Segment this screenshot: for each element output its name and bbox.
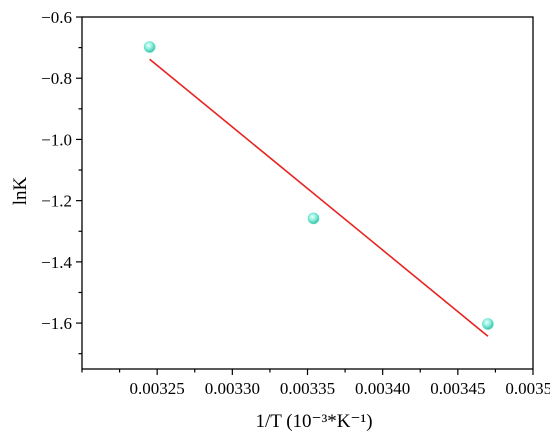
y-tick-label: −1.4 [41,253,72,272]
x-tick-label: 0.00330 [205,379,260,398]
x-tick-label: 0.00350 [505,379,550,398]
x-tick-label: 0.00335 [280,379,335,398]
data-point [482,318,494,330]
x-axis-unit: (10⁻³*K⁻¹) [286,411,372,432]
x-axis: 0.00325 0.00330 0.00335 0.00340 0.00345 0.003… [81,369,550,398]
plot-series [143,41,494,337]
y-tick-label: −1.0 [41,130,72,149]
x-axis-label: 1/T [255,411,282,432]
data-point [143,41,156,53]
y-axis: −0.6 −0.8 −1.0 −1.2 −1.4 −1.6 [41,8,82,355]
fit-line [149,58,489,337]
y-tick-label: −1.6 [41,314,72,333]
y-tick-label: −1.2 [41,192,72,211]
x-tick-label: 0.00340 [355,379,410,398]
plot-frame [81,16,534,370]
x-tick-label: 0.00325 [130,379,185,398]
data-point [307,212,320,225]
plot-border [81,16,534,370]
x-tick-label: 0.00345 [430,379,485,398]
y-axis-title: lnK [10,176,31,205]
y-tick-label: −0.8 [41,69,72,88]
y-tick-label: −0.6 [41,8,72,27]
x-axis-title: 1/T (10⁻³*K⁻¹) [255,411,372,432]
